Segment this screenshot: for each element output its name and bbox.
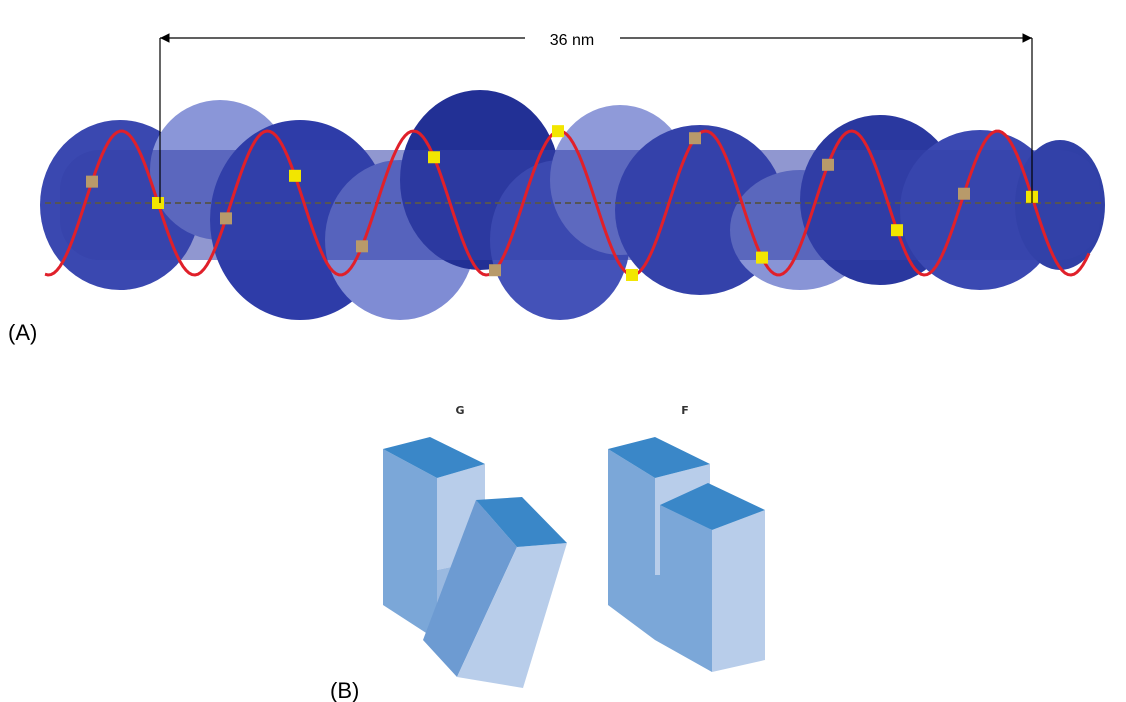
bead — [689, 132, 701, 145]
bead — [152, 197, 164, 209]
protein-filament — [40, 90, 1105, 320]
label-bg — [525, 28, 620, 50]
bead — [289, 169, 301, 182]
shape-f — [608, 437, 765, 672]
bead — [220, 212, 232, 225]
bead — [86, 175, 98, 188]
bead — [958, 187, 970, 200]
bead — [489, 264, 501, 277]
bead — [356, 240, 368, 253]
bead — [552, 125, 564, 138]
shape-g — [383, 437, 567, 688]
bead — [626, 268, 638, 281]
panel-label: (A) — [8, 320, 37, 345]
helix — [44, 129, 1091, 277]
bead — [756, 251, 768, 264]
bead — [822, 158, 834, 171]
panel-label: (B) — [330, 678, 359, 702]
shape-label: F — [681, 404, 689, 417]
measurement: 36 nm — [550, 32, 594, 49]
bead — [428, 151, 440, 164]
shape-label: G — [455, 404, 464, 417]
bead — [891, 224, 903, 237]
